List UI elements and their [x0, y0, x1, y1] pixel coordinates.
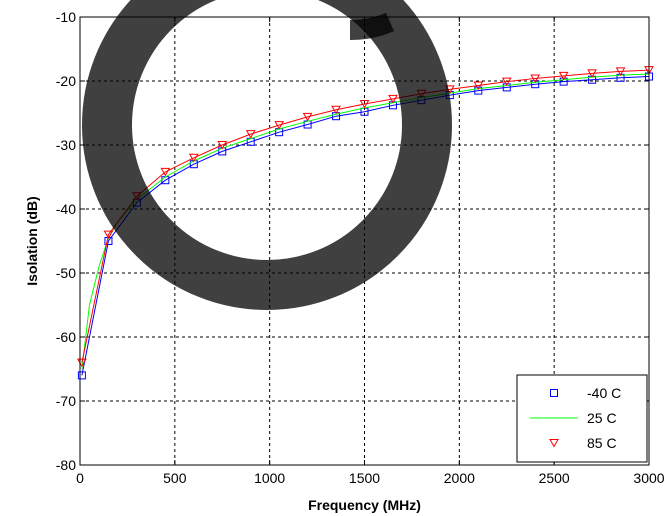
data-point [331, 105, 341, 115]
data-point [359, 100, 370, 109]
data-point [188, 153, 199, 163]
data-point [502, 83, 511, 92]
data-point [559, 77, 568, 86]
y-axis-label: Isolation (dB) [24, 196, 40, 285]
legend-entry: -40 C [550, 385, 621, 401]
x-tick-label: 1500 [349, 470, 380, 486]
legend-entry: 25 C [530, 410, 617, 426]
data-point [245, 130, 256, 139]
watermark-ring [82, 0, 452, 310]
data-point [274, 121, 285, 130]
axis-ticks: 0 500 1000 1500 2000 2500 3000 -10 -20 -30 -40 -50 -… [56, 9, 665, 486]
watermark-stroke [349, 12, 395, 40]
legend-entry: 85 C [549, 435, 617, 451]
data-point [615, 67, 626, 76]
y-tick-label: -20 [56, 73, 76, 89]
legend: -40 C 25 C 85 C [516, 374, 648, 463]
data-point [587, 69, 597, 78]
data-point [530, 74, 541, 83]
y-tick-label: -80 [56, 457, 76, 473]
series-layer [77, 66, 654, 380]
series-line [81, 69, 650, 363]
x-tick-label: 2000 [444, 470, 475, 486]
y-tick-label: -10 [56, 9, 76, 25]
x-tick-label: 3000 [633, 470, 664, 486]
data-point [160, 167, 171, 177]
data-point [302, 112, 313, 122]
legend-marker-swatch [549, 439, 559, 448]
series-line [81, 76, 650, 376]
legend-label: 25 C [587, 410, 617, 426]
x-tick-label: 0 [76, 470, 84, 486]
legend-label: 85 C [587, 435, 617, 451]
y-tick-label: -50 [56, 265, 76, 281]
legend-marker-swatch [550, 389, 558, 397]
y-tick-label: -60 [56, 329, 76, 345]
data-point [531, 80, 540, 89]
x-tick-label: 500 [163, 470, 187, 486]
data-point [217, 141, 228, 150]
data-point [558, 71, 569, 81]
x-axis-label: Frequency (MHz) [308, 497, 421, 513]
y-tick-label: -40 [56, 201, 76, 217]
y-tick-label: -30 [56, 137, 76, 153]
data-point [501, 77, 512, 87]
data-point [388, 94, 398, 104]
x-tick-label: 1000 [254, 470, 285, 486]
data-point [77, 371, 86, 380]
x-tick-label: 2500 [539, 470, 570, 486]
data-point [103, 230, 114, 240]
data-point [473, 81, 484, 90]
legend-label: -40 C [587, 385, 621, 401]
data-point [474, 86, 483, 95]
y-tick-label: -70 [56, 393, 76, 409]
